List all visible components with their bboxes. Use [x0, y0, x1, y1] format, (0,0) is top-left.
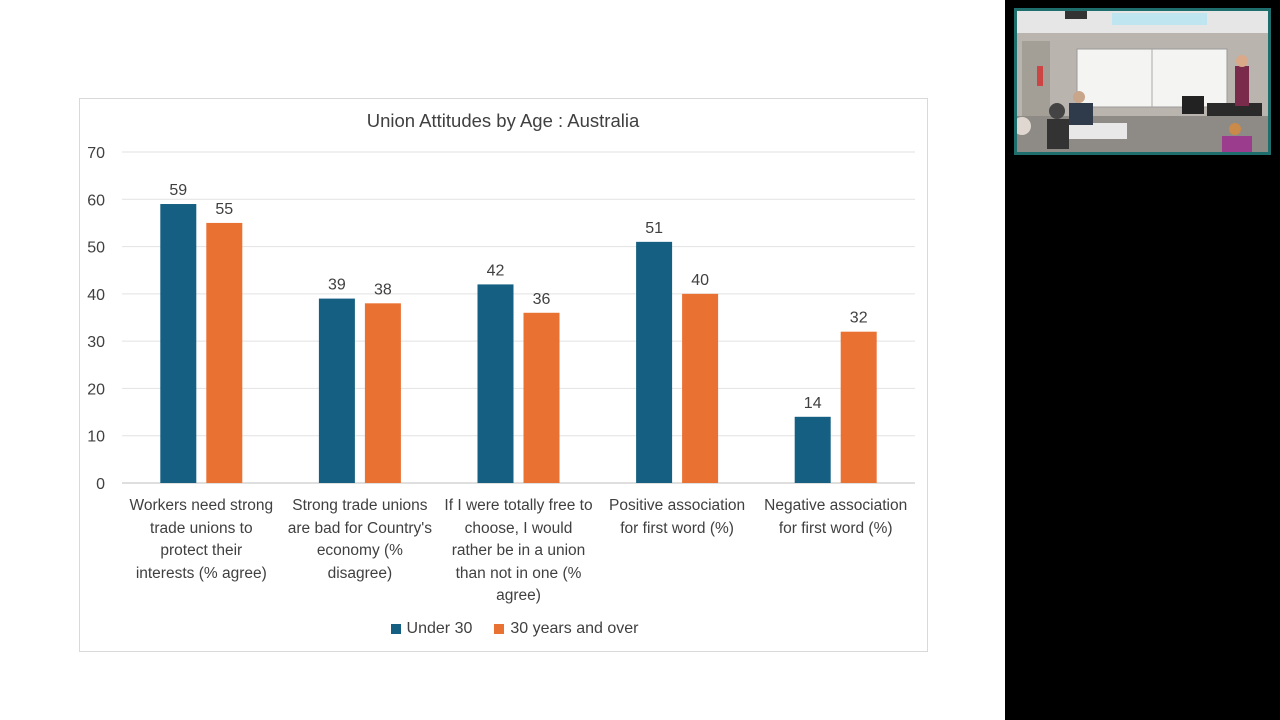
- x-category-label-line: If I were totally free to: [444, 497, 593, 514]
- y-tick-label: 30: [87, 334, 105, 351]
- bar-value-label: 42: [487, 262, 505, 279]
- y-tick-label: 60: [87, 192, 105, 209]
- bar-under-30-3: [636, 241, 673, 483]
- x-category-label-line: disagree): [327, 564, 393, 582]
- bar-30-and-over-1: [364, 303, 401, 483]
- y-tick-label: 70: [87, 145, 105, 162]
- chart-title: Union Attitudes by Age : Australia: [367, 110, 640, 131]
- bar-30-and-over-3: [682, 293, 719, 483]
- x-category-label-line: Workers need strong: [129, 497, 274, 514]
- x-category-label: Strong trade unions are bad for Country's…: [280, 495, 440, 585]
- bar-30-and-over-0: [206, 222, 243, 483]
- bar-under-30-2: [477, 284, 514, 483]
- x-category-label-line: choose, I would: [464, 519, 573, 537]
- y-tick-label: 10: [87, 429, 105, 446]
- chart-legend: Under 30 30 years and over: [12, 620, 1017, 638]
- legend-item-30-and-over: 30 years and over: [494, 620, 638, 638]
- bar-value-label: 51: [645, 220, 663, 237]
- lecture-room-image: [1017, 11, 1268, 152]
- y-tick-label: 50: [87, 240, 105, 257]
- x-category-label: Positive association for first word (%): [597, 495, 757, 540]
- bar-under-30-4: [794, 416, 831, 483]
- x-category-label: If I were totally free to choose, I would…: [439, 495, 599, 608]
- legend-label-30-and-over: 30 years and over: [510, 620, 639, 637]
- bar-chart: 0 10 20 30 40 50 60 70 59 55 39 38 42 36 51 40 14 32 Unio…: [87, 110, 915, 493]
- x-category-label-line: economy (%: [316, 542, 403, 559]
- bar-under-30-0: [160, 204, 197, 483]
- bar-value-label: 59: [169, 182, 187, 199]
- x-category-label-line: trade unions to: [150, 519, 253, 537]
- y-tick-label: 0: [96, 476, 105, 493]
- bar-value-label: 32: [850, 310, 868, 327]
- legend-swatch-under-30: [390, 624, 401, 634]
- y-tick-label: 40: [87, 287, 105, 304]
- legend-swatch-30-and-over: [494, 624, 505, 634]
- bar-under-30-1: [318, 298, 355, 483]
- bar-value-label: 40: [691, 272, 709, 289]
- x-category-label-line: interests (% agree): [135, 564, 267, 582]
- legend-label-under-30: Under 30: [406, 620, 473, 637]
- speaker-video-thumbnail[interactable]: [1014, 8, 1271, 155]
- y-tick-label: 20: [87, 381, 105, 398]
- presentation-slide: 0 10 20 30 40 50 60 70 59 55 39 38 42 36 51 40 14 32 Unio…: [0, 0, 1005, 720]
- bar-value-label: 38: [374, 281, 392, 298]
- x-category-label-line: protect their: [160, 542, 243, 559]
- bar-value-label: 36: [533, 291, 551, 308]
- x-category-label-line: than not in one (%: [455, 564, 582, 582]
- bar-value-label: 55: [215, 201, 233, 218]
- x-category-label-line: agree): [496, 587, 541, 604]
- bar-value-label: 14: [804, 395, 822, 412]
- legend-item-under-30: Under 30: [390, 620, 473, 638]
- x-category-label-line: for first word (%): [778, 519, 893, 537]
- bar-value-label: 39: [328, 277, 346, 294]
- x-category-label-line: are bad for Country's: [287, 519, 433, 537]
- x-category-label-line: Positive association: [609, 497, 746, 514]
- labels: 0 10 20 30 40 50 60 70 59 55 39 38 42 36 51 40 14 32: [87, 145, 867, 493]
- bars: [160, 204, 877, 483]
- x-category-label: Workers need strong trade unions to protec…: [121, 495, 281, 585]
- gridlines: [122, 151, 915, 484]
- x-category-label-line: Strong trade unions: [292, 497, 428, 514]
- x-category-label-line: Negative association: [764, 497, 908, 514]
- x-category-label-line: for first word (%): [620, 519, 734, 537]
- bar-30-and-over-2: [523, 312, 560, 483]
- bar-30-and-over-4: [840, 331, 877, 483]
- x-category-label-line: rather be in a union: [451, 542, 586, 559]
- x-category-label: Negative association for first word (%): [756, 495, 916, 540]
